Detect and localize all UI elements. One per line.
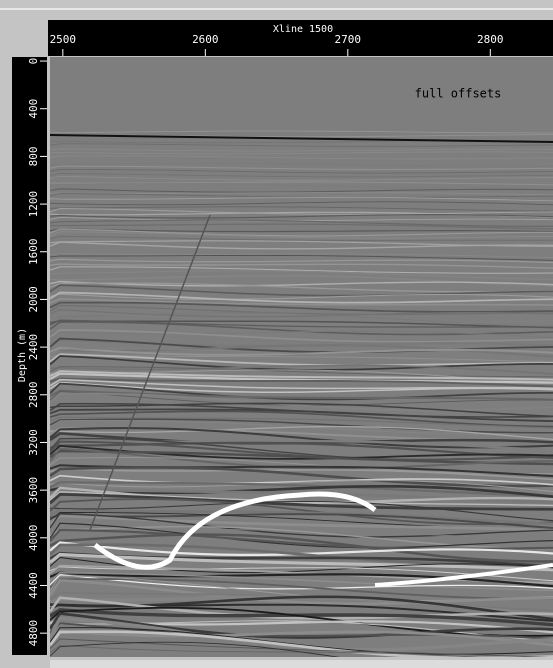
x-tick-label: 2700 (335, 33, 362, 46)
window-edge (0, 8, 553, 10)
y-tick-label: 1600 (27, 239, 40, 266)
y-tick-label: 2800 (27, 382, 40, 409)
y-tick-label: 800 (27, 146, 40, 166)
y-tick-label: 2400 (27, 334, 40, 361)
x-tick-label: 2500 (50, 33, 77, 46)
annotation: full offsets (415, 87, 502, 101)
x-tick-label: 2600 (192, 33, 219, 46)
y-tick-label: 0 (27, 58, 40, 65)
y-tick-label: 3200 (27, 429, 40, 456)
y-tick-label: 4800 (27, 620, 40, 647)
scrollbar (50, 660, 553, 668)
x-tick-label: 2800 (477, 33, 504, 46)
y-tick-label: 400 (27, 99, 40, 119)
page: {"top_axis": {"title": "Xline 1500", "ra… (0, 0, 553, 668)
y-tick-label: 4400 (27, 572, 40, 599)
y-tick-label: 2000 (27, 286, 40, 313)
y-tick-label: 3600 (27, 477, 40, 504)
top-axis-title: Xline 1500 (273, 24, 333, 35)
y-tick-label: 4000 (27, 525, 40, 552)
seismic-viewer: Xline 1500 Depth (m) full offsets 250026… (0, 0, 553, 668)
y-tick-label: 1200 (27, 191, 40, 218)
